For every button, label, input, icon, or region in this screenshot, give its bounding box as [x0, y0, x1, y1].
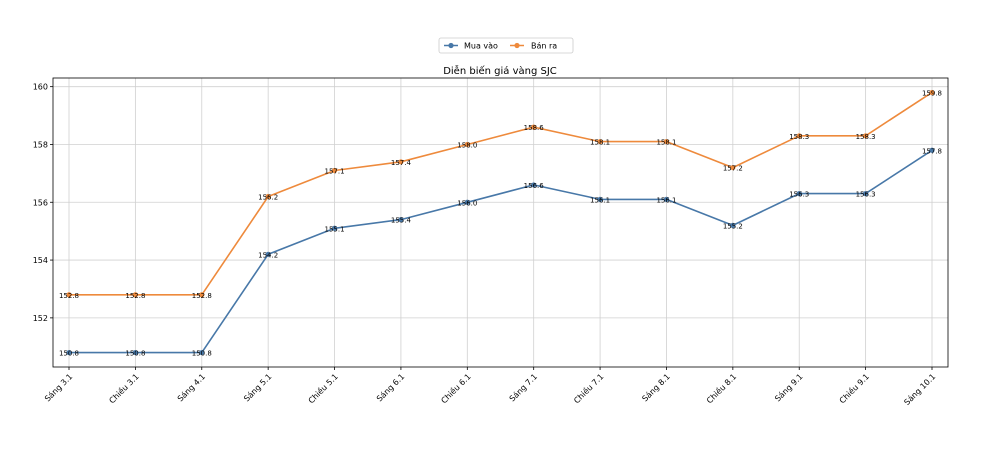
series-line-buy — [69, 149, 933, 354]
data-label: 150.8 — [59, 350, 79, 358]
data-point — [66, 349, 72, 356]
data-point — [796, 191, 802, 197]
x-tick-label: Sáng 4.1 — [176, 372, 207, 403]
data-point — [265, 251, 271, 257]
data-label: 158.6 — [524, 124, 545, 132]
grid — [53, 78, 948, 367]
data-label: 155.2 — [723, 222, 743, 230]
y-tick-label: 156 — [33, 198, 48, 207]
x-tick-label: Chiều 3.1 — [107, 371, 141, 405]
data-label: 150.8 — [192, 350, 212, 358]
y-tick-label: 152 — [33, 314, 48, 323]
x-tick-label: Sáng 8.1 — [640, 372, 671, 403]
data-point — [398, 217, 404, 223]
data-label: 150.8 — [125, 350, 145, 358]
x-tick-label: Sáng 3.1 — [43, 372, 74, 403]
data-labels: 150.8 150.8 150.8 154.2 155.1 155.4 156.0 156.6… — [59, 89, 942, 357]
legend-marker-buy — [448, 42, 454, 49]
x-tick-label: Chiều 7.1 — [571, 371, 605, 405]
data-point — [464, 141, 470, 148]
y-axis-ticks: 152 154 156 158 160 — [33, 83, 53, 323]
data-point — [265, 193, 271, 200]
data-label: 158.3 — [856, 133, 876, 141]
data-label: 158.1 — [590, 139, 610, 147]
x-tick-label: Chiều 5.1 — [306, 371, 340, 405]
data-label: 158.1 — [656, 139, 676, 147]
data-label: 156.3 — [856, 191, 876, 199]
data-label: 159.8 — [922, 89, 942, 97]
data-point — [863, 133, 869, 139]
x-tick-label: Chiều 8.1 — [704, 371, 738, 405]
x-tick-label: Sáng 5.1 — [242, 372, 273, 403]
data-point — [199, 292, 205, 298]
data-label: 156.0 — [457, 199, 477, 207]
data-point — [132, 349, 138, 356]
data-point — [730, 164, 736, 171]
chart-title: Diễn biến giá vàng SJC — [443, 64, 557, 77]
data-point — [464, 199, 470, 205]
plot-frame — [52, 77, 949, 368]
legend-label-buy: Mua vào — [464, 42, 498, 51]
data-point — [929, 89, 935, 96]
data-point — [531, 182, 537, 188]
data-point — [663, 138, 670, 145]
data-point — [132, 292, 138, 298]
data-label: 158.0 — [457, 141, 477, 149]
legend: Mua vào Bán ra — [438, 37, 574, 54]
data-point — [331, 225, 338, 231]
data-point — [597, 196, 603, 202]
data-label: 156.2 — [258, 193, 278, 201]
data-label: 156.3 — [789, 191, 809, 199]
data-label: 156.1 — [656, 196, 676, 204]
data-point — [398, 159, 404, 165]
y-tick-label: 154 — [33, 256, 48, 265]
x-tick-label: Sáng 10.1 — [902, 372, 937, 407]
legend-box — [438, 37, 574, 54]
data-label: 152.8 — [59, 292, 79, 300]
x-tick-label: Chiều 9.1 — [837, 371, 871, 405]
data-point — [730, 222, 736, 228]
series — [66, 89, 935, 356]
series-line-sell — [69, 91, 933, 296]
legend-marker-sell — [514, 42, 520, 49]
data-label: 156.1 — [590, 196, 610, 204]
y-tick-label: 160 — [33, 83, 48, 92]
x-tick-label: Sáng 7.1 — [508, 372, 539, 403]
data-point — [199, 349, 205, 356]
data-point — [796, 133, 802, 139]
x-tick-label: Chiều 6.1 — [439, 371, 473, 405]
y-tick-label: 158 — [33, 140, 48, 149]
data-point — [331, 167, 338, 174]
data-point — [863, 191, 869, 197]
data-label: 157.4 — [391, 159, 412, 167]
data-point — [663, 196, 670, 202]
data-label: 158.3 — [789, 133, 809, 141]
x-tick-label: Sáng 6.1 — [375, 372, 406, 403]
data-point — [597, 138, 603, 145]
data-label: 152.8 — [125, 292, 145, 300]
data-label: 155.1 — [325, 225, 345, 233]
data-point — [929, 147, 935, 153]
x-axis-ticks: Sáng 3.1 Chiều 3.1 Sáng 4.1 Sáng 5.1 Chiều 5… — [43, 367, 937, 407]
data-label: 157.1 — [325, 167, 345, 175]
data-point — [66, 292, 72, 298]
data-point — [531, 124, 537, 130]
legend-label-sell: Bán ra — [531, 42, 557, 51]
data-label: 157.2 — [723, 165, 743, 173]
data-label: 156.6 — [524, 182, 545, 190]
x-tick-label: Sáng 9.1 — [773, 372, 804, 403]
data-label: 154.2 — [258, 251, 278, 259]
data-label: 152.8 — [192, 292, 212, 300]
data-label: 155.4 — [391, 217, 412, 225]
data-label: 157.8 — [922, 147, 942, 155]
